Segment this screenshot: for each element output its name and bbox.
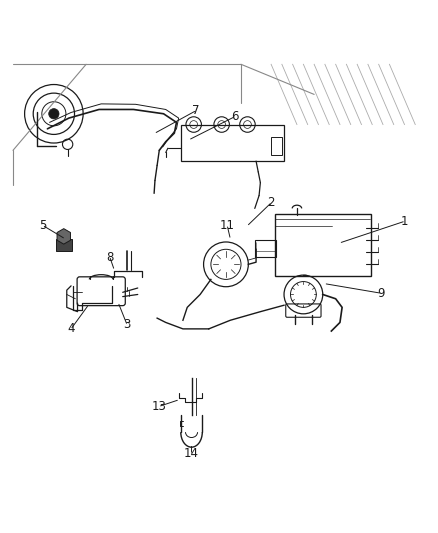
Text: 1: 1 [400,215,407,228]
Text: 2: 2 [267,196,274,209]
Text: 3: 3 [123,318,131,331]
Text: 14: 14 [184,447,198,460]
Text: 9: 9 [376,287,384,300]
Text: 8: 8 [106,251,113,263]
Text: 7: 7 [192,104,199,117]
Text: 13: 13 [152,400,166,413]
Polygon shape [57,229,71,244]
Text: 5: 5 [39,219,47,232]
Text: 11: 11 [219,219,234,232]
Text: 6: 6 [230,110,238,123]
Text: 4: 4 [67,322,74,335]
Circle shape [49,109,59,119]
Bar [271,138,281,155]
FancyBboxPatch shape [56,239,71,251]
